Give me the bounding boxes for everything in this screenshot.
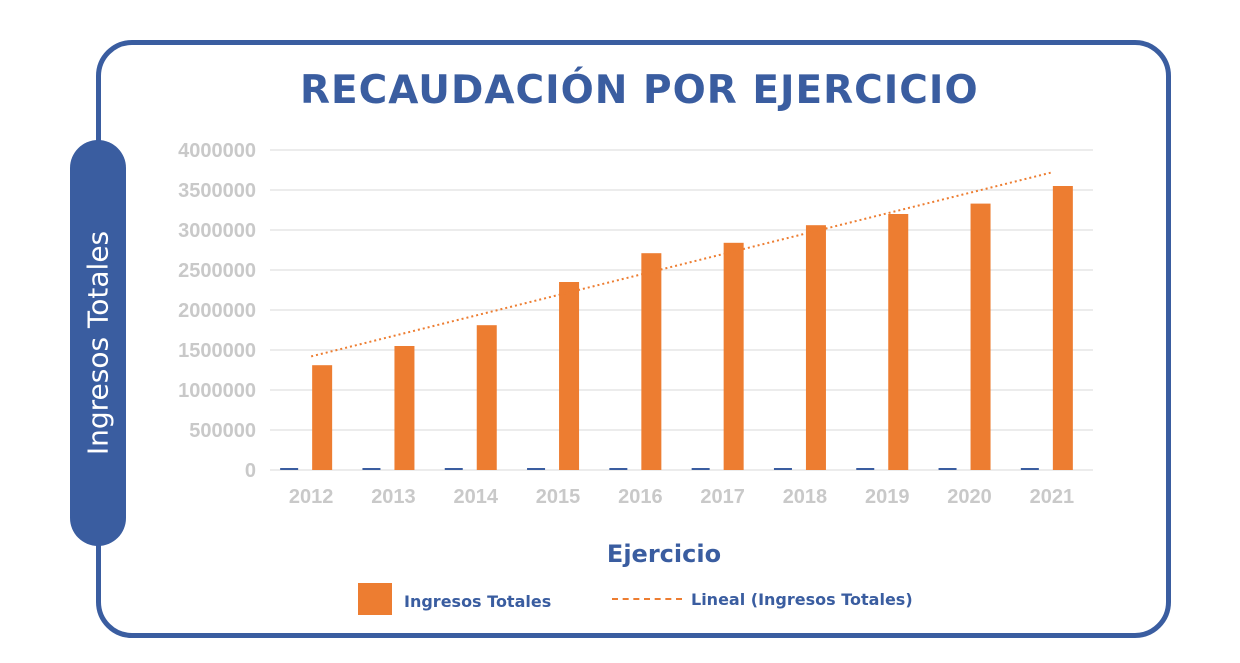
trendline [310, 171, 1053, 358]
series-stub-2018 [773, 468, 792, 470]
x-tick-label-2014: 2014 [454, 486, 499, 508]
series-stub-2012 [280, 468, 299, 470]
chart-title: RECAUDACIÓN POR EJERCICIO [300, 68, 979, 113]
x-tick-label-2020: 2020 [947, 486, 992, 508]
y-tick-label-3: 1500000 [178, 340, 256, 362]
legend-swatch-trendline [612, 598, 682, 600]
y-tick-label-0: 0 [245, 460, 256, 482]
series-stub-2020 [938, 468, 957, 470]
series-stub-2021 [1020, 468, 1039, 470]
x-tick-label-2019: 2019 [865, 486, 910, 508]
y-tick-label-5: 2500000 [178, 260, 256, 282]
bar-2015 [559, 282, 580, 470]
y-axis-label-pill [70, 140, 126, 546]
bar-2021 [1052, 186, 1073, 470]
x-tick-label-2015: 2015 [536, 486, 581, 508]
legend-label-trendline: Lineal (Ingresos Totales) [691, 590, 913, 609]
x-tick-label-2018: 2018 [783, 486, 828, 508]
bar-2019 [888, 214, 909, 470]
bar-2012 [312, 365, 333, 470]
y-tick-label-6: 3000000 [178, 220, 256, 242]
y-tick-label-2: 1000000 [178, 380, 256, 402]
bar-2018 [805, 225, 826, 470]
bar-2013 [394, 346, 415, 470]
bar-2014 [476, 325, 497, 470]
series-stub-2016 [609, 468, 628, 470]
x-tick-label-2021: 2021 [1030, 486, 1075, 508]
x-tick-label-2013: 2013 [371, 486, 416, 508]
series-stub-2014 [444, 468, 463, 470]
bar-2020 [970, 203, 991, 470]
x-axis-label: Ejercicio [606, 540, 722, 568]
y-tick-label-7: 3500000 [178, 180, 256, 202]
series-stub-2013 [362, 468, 381, 470]
x-tick-label-2016: 2016 [618, 486, 663, 508]
x-tick-label-2012: 2012 [289, 486, 334, 508]
y-tick-label-1: 500000 [189, 420, 256, 442]
y-tick-label-8: 4000000 [178, 140, 256, 162]
legend-label-ingresos-totales: Ingresos Totales [404, 592, 552, 611]
series-stub-2017 [691, 468, 710, 470]
x-tick-label-2017: 2017 [700, 486, 745, 508]
chart-frame [96, 40, 1171, 638]
series-stub-2015 [527, 468, 546, 470]
bar-2016 [641, 253, 662, 470]
series-stub-2019 [856, 468, 875, 470]
y-tick-label-4: 2000000 [178, 300, 256, 322]
legend-swatch-ingresos-totales [358, 583, 392, 615]
bar-2017 [723, 242, 744, 470]
